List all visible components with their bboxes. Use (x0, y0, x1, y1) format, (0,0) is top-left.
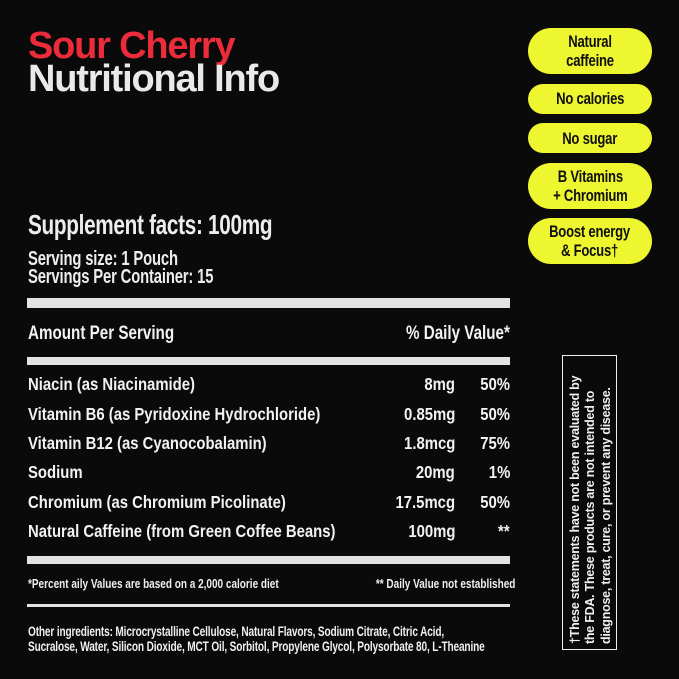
nutrient-dv: 1% (488, 462, 510, 483)
table-row: Natural Caffeine (from Green Coffee Bean… (28, 517, 510, 546)
amount-per-serving-header: Amount Per Serving (28, 323, 175, 344)
nutrient-dv: 50% (480, 403, 510, 424)
nutritional-info-title: Nutritional Info (28, 57, 280, 100)
serving-size: Serving size: 1 Pouch (28, 248, 178, 270)
fda-disclaimer-text: †These statements have not been evaluate… (568, 375, 613, 644)
nutrient-name: Natural Caffeine (from Green Coffee Bean… (28, 521, 336, 542)
badge-no-sugar: No sugar (528, 123, 652, 153)
nutrient-name: Chromium (as Chromium Picolinate) (28, 491, 286, 512)
servings-per-container: Servings Per Container: 15 (28, 265, 214, 288)
daily-value-footnote: *Percent aily Values are based on a 2,00… (28, 577, 279, 591)
footnotes: *Percent aily Values are based on a 2,00… (28, 574, 516, 594)
supplement-facts-heading: Supplement facts: 100mg (28, 209, 273, 240)
nutrient-name: Sodium (28, 462, 83, 483)
nutrient-name: Niacin (as Niacinamide) (28, 374, 195, 395)
daily-value-header: % Daily Value* (406, 323, 510, 344)
fda-disclaimer-box: †These statements have not been evaluate… (562, 355, 617, 650)
flavor-title: Sour Cherry (28, 25, 236, 67)
table-header: Amount Per Serving % Daily Value* (28, 322, 510, 346)
table-row: Vitamin B6 (as Pyridoxine Hydrochloride)… (28, 399, 510, 428)
nutrient-amount: 100mg (407, 521, 455, 542)
nutrient-amount: 0.85mg (403, 403, 455, 424)
badge-boost-energy-focus: Boost energy & Focus† (528, 218, 652, 264)
nutrient-dv: 75% (480, 432, 510, 453)
badge-label: Boost energy & Focus† (549, 222, 631, 260)
badge-label: No sugar (562, 128, 618, 148)
thin-divider-line (27, 604, 510, 607)
badge-no-calories: No calories (528, 83, 652, 114)
nutrient-amount: 20mg (416, 462, 455, 483)
nutrient-dv: 50% (480, 491, 510, 512)
not-established-footnote: ** Daily Value not established (376, 577, 516, 591)
badge-natural-caffeine: Natural caffeine (528, 28, 652, 74)
badge-label: No calories (555, 89, 625, 108)
nutrient-amount: 17.5mcg (395, 491, 455, 512)
nutrient-amount: 1.8mcg (403, 432, 455, 453)
table-row: Sodium 20mg 1% (28, 458, 510, 487)
nutrient-table: Niacin (as Niacinamide) 8mg 50% Vitamin … (28, 370, 510, 546)
table-row: Niacin (as Niacinamide) 8mg 50% (28, 370, 510, 399)
table-row: Chromium (as Chromium Picolinate) 17.5mc… (28, 488, 510, 517)
nutrient-amount: 8mg (424, 374, 455, 395)
nutrient-name: Vitamin B12 (as Cyanocobalamin) (28, 432, 267, 453)
divider-bar-top (27, 298, 510, 308)
other-ingredients: Other ingredients: Microcrystalline Cell… (28, 622, 485, 654)
page-title: Sour Cherry Nutritional Info (28, 25, 280, 100)
divider-bar-bottom (27, 556, 510, 564)
benefit-badges: Natural caffeine No calories No sugar B … (528, 28, 652, 264)
badge-label: Natural caffeine (566, 32, 614, 70)
badge-b-vitamins-chromium: B Vitamins + Chromium (528, 162, 652, 209)
nutrient-name: Vitamin B6 (as Pyridoxine Hydrochloride) (28, 403, 321, 424)
nutrient-dv: 50% (480, 374, 510, 395)
badge-label: B Vitamins + Chromium (552, 166, 628, 205)
table-row: Vitamin B12 (as Cyanocobalamin) 1.8mcg 7… (28, 429, 510, 458)
nutrient-dv: ** (498, 521, 510, 542)
serving-info: Serving size: 1 Pouch Servings Per Conta… (28, 248, 278, 288)
divider-bar-header (27, 357, 510, 365)
